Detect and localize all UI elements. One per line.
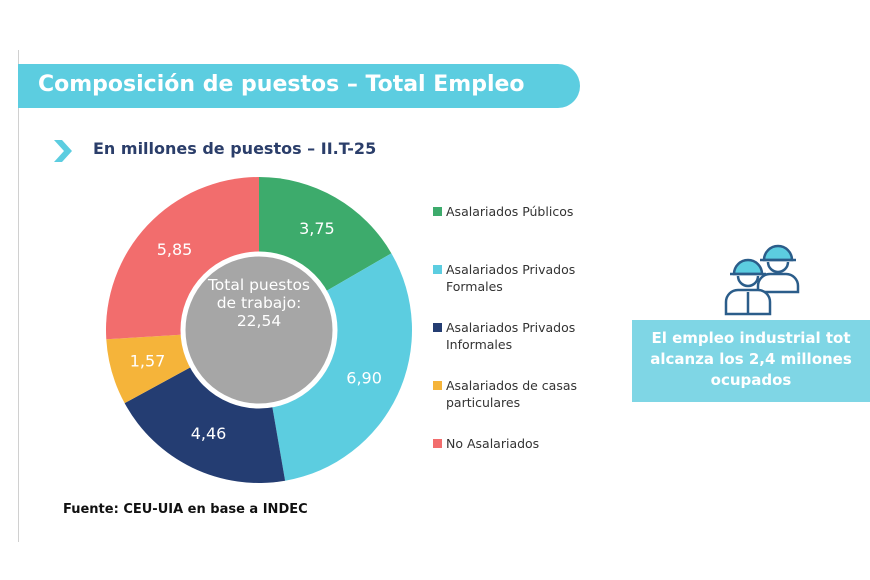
callout-box: El empleo industrial tot alcanza los 2,4 … (632, 320, 870, 402)
title-banner (18, 64, 580, 108)
value-label: 6,90 (346, 369, 382, 388)
legend-label: Asalariados de casas particulares (446, 378, 578, 410)
source: Fuente: CEU-UIA en base a INDEC (63, 502, 308, 517)
chevron (54, 140, 72, 162)
legend-item: No Asalariados (433, 435, 616, 452)
legend-item: Asalariados de casas particulares (433, 377, 616, 411)
center-label: Total puestos de trabajo: 22,54 (207, 276, 311, 330)
legend-swatch (433, 381, 442, 390)
callout-text: ocupados (710, 371, 792, 389)
legend-item: Asalariados Privados Formales (433, 261, 616, 295)
legend-swatch (433, 207, 442, 216)
legend-swatch (433, 323, 442, 332)
value-label: 3,75 (299, 219, 335, 238)
value-label: 1,57 (130, 352, 166, 371)
legend-label: Asalariados Privados Formales (446, 262, 576, 294)
legend-label: Asalariados Públicos (446, 204, 574, 219)
value-label: 4,46 (191, 424, 227, 443)
legend-item: Asalariados Públicos (433, 203, 616, 220)
donut-chart: 3,75 6,90 4,46 1,57 5,85 (106, 177, 412, 483)
chart-title: Composición de puestos – Total Empleo (38, 72, 525, 97)
callout-text: El empleo industrial tot (651, 329, 851, 347)
legend-label: Asalariados Privados Informales (446, 320, 576, 352)
chart-subtitle: En millones de puestos – II.T-25 (93, 139, 377, 158)
divider (18, 50, 19, 542)
legend-swatch (433, 439, 442, 448)
legend-item: Asalariados Privados Informales (433, 319, 616, 353)
legend-swatch (433, 265, 442, 274)
workers-icon (724, 244, 800, 316)
legend-label: No Asalariados (446, 436, 540, 451)
callout-text: alcanza los 2,4 millones (650, 350, 852, 368)
value-label: 5,85 (157, 240, 193, 259)
donut-hole (180, 251, 338, 409)
